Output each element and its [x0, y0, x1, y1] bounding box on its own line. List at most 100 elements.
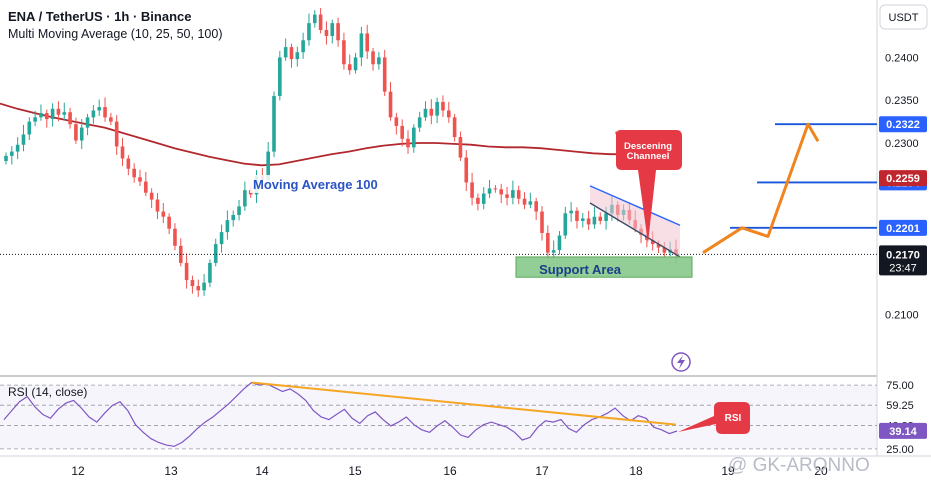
candle-body[interactable] — [50, 108, 55, 120]
candle-body[interactable] — [79, 127, 84, 141]
candle-body[interactable] — [74, 124, 78, 141]
candle-body[interactable] — [295, 52, 300, 60]
candle-body[interactable] — [598, 216, 603, 221]
candle-body[interactable] — [213, 244, 218, 263]
candle-body[interactable] — [155, 199, 160, 212]
candle-body[interactable] — [452, 117, 457, 138]
candle-body[interactable] — [219, 232, 224, 245]
candle-body[interactable] — [312, 14, 317, 24]
candle-body[interactable] — [120, 146, 125, 159]
candle-body[interactable] — [365, 33, 370, 52]
candle-body[interactable] — [202, 282, 206, 291]
candle-body[interactable] — [487, 188, 492, 194]
candle-body[interactable] — [91, 110, 96, 118]
candle-body[interactable] — [27, 121, 32, 135]
projection-path[interactable] — [702, 122, 820, 254]
candle-body[interactable] — [173, 228, 177, 246]
descending-channel[interactable] — [590, 185, 680, 257]
ma100-line[interactable] — [0, 102, 681, 167]
candle-body[interactable] — [56, 108, 61, 115]
candle-body[interactable] — [592, 216, 597, 225]
candle-body[interactable] — [39, 113, 43, 118]
candle-body[interactable] — [196, 286, 201, 291]
candle-body[interactable] — [446, 110, 451, 118]
support-area[interactable] — [515, 256, 693, 278]
candle-body[interactable] — [208, 262, 212, 283]
candle-body[interactable] — [516, 190, 521, 199]
candle-body[interactable] — [114, 121, 119, 147]
candle-body[interactable] — [184, 262, 189, 281]
candle-body[interactable] — [85, 117, 90, 128]
candle-body[interactable] — [546, 232, 550, 253]
candle-body[interactable] — [604, 213, 608, 221]
candle-body[interactable] — [563, 213, 568, 236]
candle-body[interactable] — [557, 235, 562, 251]
candle-body[interactable] — [394, 117, 399, 126]
candle-body[interactable] — [149, 192, 154, 200]
candle-body[interactable] — [586, 218, 591, 225]
candle-body[interactable] — [126, 158, 131, 169]
candle-body[interactable] — [342, 40, 346, 65]
candle-body[interactable] — [10, 151, 14, 156]
candle-body[interactable] — [167, 216, 171, 229]
candle-body[interactable] — [511, 190, 515, 198]
candle-body[interactable] — [528, 201, 533, 205]
candle-body[interactable] — [382, 57, 387, 92]
candle-body[interactable] — [283, 47, 288, 58]
candle-body[interactable] — [569, 210, 573, 214]
candle-body[interactable] — [522, 198, 527, 205]
candle-body[interactable] — [493, 188, 498, 190]
candle-body[interactable] — [499, 189, 504, 195]
candle-body[interactable] — [97, 107, 102, 111]
rsi-trendline[interactable] — [251, 381, 677, 426]
candle-body[interactable] — [62, 112, 67, 115]
candle-body[interactable] — [580, 218, 585, 221]
candle-body[interactable] — [476, 197, 480, 204]
candle-body[interactable] — [307, 23, 311, 41]
candle-body[interactable] — [470, 182, 474, 198]
candle-body[interactable] — [132, 168, 136, 178]
candle-body[interactable] — [225, 220, 230, 233]
candle-body[interactable] — [575, 210, 579, 221]
candle-body[interactable] — [231, 214, 236, 221]
price-pane[interactable] — [0, 0, 877, 376]
candle-body[interactable] — [347, 64, 352, 71]
candle-body[interactable] — [190, 280, 195, 287]
candle-body[interactable] — [481, 193, 486, 204]
candle-body[interactable] — [423, 108, 428, 118]
candle-body[interactable] — [15, 144, 20, 152]
candle-body[interactable] — [441, 101, 445, 111]
candle-body[interactable] — [656, 244, 661, 248]
candle-body[interactable] — [144, 181, 148, 193]
candle-body[interactable] — [429, 108, 434, 116]
candle-body[interactable] — [540, 211, 544, 233]
candle-body[interactable] — [388, 91, 393, 118]
candle-body[interactable] — [359, 33, 364, 58]
channel-lower-edge[interactable] — [589, 202, 681, 258]
candle-body[interactable] — [237, 206, 241, 215]
candle-body[interactable] — [318, 14, 323, 30]
candle-body[interactable] — [505, 194, 509, 198]
currency-button[interactable] — [879, 4, 928, 30]
candle-body[interactable] — [243, 190, 247, 207]
candle-body[interactable] — [412, 127, 416, 148]
candle-body[interactable] — [435, 101, 439, 116]
rsi-line[interactable] — [3, 381, 678, 447]
candle-body[interactable] — [336, 23, 340, 41]
candle-body[interactable] — [44, 113, 49, 120]
candle-body[interactable] — [266, 151, 270, 180]
candle-body[interactable] — [103, 107, 107, 118]
candle-body[interactable] — [330, 23, 335, 36]
candle-body[interactable] — [551, 250, 556, 253]
candle-body[interactable] — [458, 137, 463, 158]
candle-body[interactable] — [662, 247, 667, 253]
candle-body[interactable] — [417, 117, 422, 128]
candle-body[interactable] — [464, 157, 469, 183]
candle-body[interactable] — [4, 155, 8, 162]
candle-body[interactable] — [278, 57, 282, 96]
candle-body[interactable] — [289, 47, 294, 60]
candle-body[interactable] — [377, 57, 381, 65]
candle-body[interactable] — [406, 138, 410, 148]
indicator-label[interactable]: Multi Moving Average (10, 25, 50, 100) — [8, 27, 222, 41]
